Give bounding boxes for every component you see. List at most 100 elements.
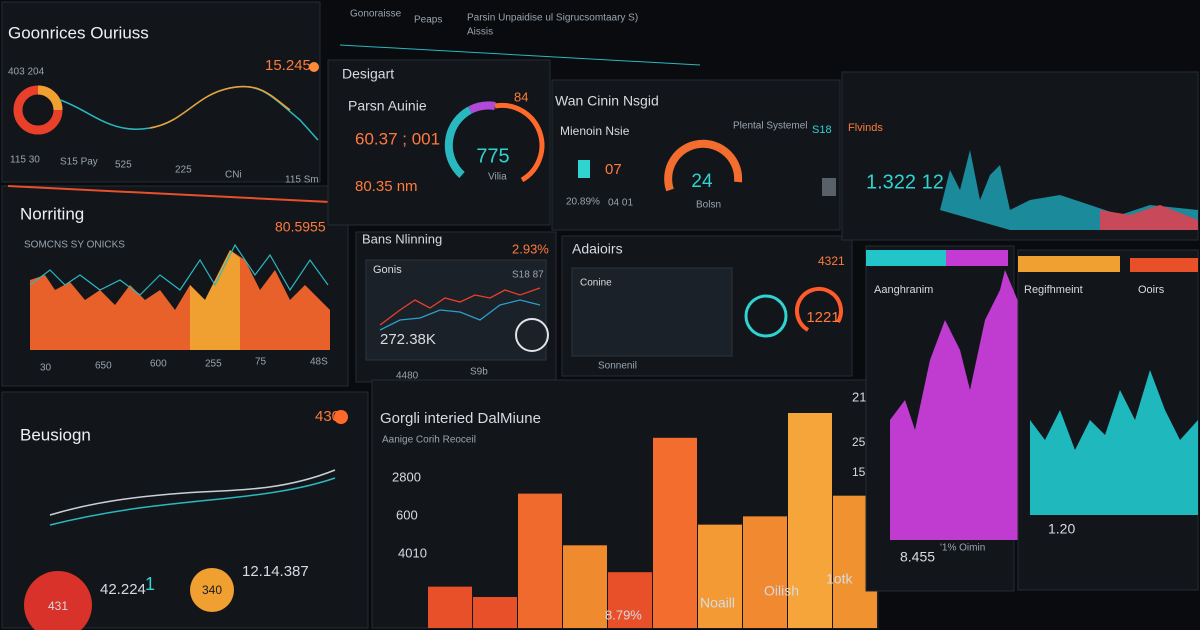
panel-title: Flvinds xyxy=(848,122,883,134)
label: '1% Oimin xyxy=(940,543,985,554)
bar xyxy=(563,545,607,628)
gauge-arc xyxy=(494,102,545,183)
gauge-arc xyxy=(664,139,743,192)
tab[interactable]: Peaps xyxy=(414,15,442,26)
area xyxy=(890,270,1030,540)
subtitle: Aanige Corih Reoceil xyxy=(382,435,476,446)
x-label: CNi xyxy=(225,170,242,181)
bar xyxy=(518,493,562,628)
header-bar xyxy=(866,250,946,266)
bar-group xyxy=(428,413,877,628)
badge-value: 431 xyxy=(48,599,68,613)
pct: 04 01 xyxy=(608,198,633,209)
bar xyxy=(473,596,517,628)
area xyxy=(1030,370,1198,515)
x-label: S9b xyxy=(470,367,488,378)
area xyxy=(940,150,1198,230)
bar xyxy=(698,524,742,628)
line xyxy=(49,477,336,526)
x-label: 4480 xyxy=(396,371,419,382)
subtitle: SOMCNS SY ONICKS xyxy=(24,240,125,251)
metric: 60.37 ; 001 xyxy=(355,129,440,148)
x-label: 650 xyxy=(95,361,112,372)
header-bar xyxy=(1130,258,1198,272)
gauge-value: 24 xyxy=(691,171,713,192)
y-label: 4010 xyxy=(398,545,427,560)
heading: Parsin Unpaidise ul Sigrucsomtaary S) xyxy=(467,13,638,24)
value: 430 xyxy=(315,408,340,425)
line xyxy=(379,287,541,326)
figure: 42.224 xyxy=(100,581,146,598)
gauge-value: 1221 xyxy=(806,309,839,326)
panel xyxy=(1017,249,1199,591)
panel-title: Gorgli interied DalMiune xyxy=(380,410,541,427)
figure: 1 xyxy=(145,574,155,594)
panel-title: Aanghranim xyxy=(874,284,933,296)
y-label: 2800 xyxy=(392,469,421,484)
gauge-arc xyxy=(794,286,843,332)
indicator xyxy=(578,160,590,178)
value: 1.322 12 xyxy=(866,171,944,193)
metric: 80.35 nm xyxy=(355,178,418,195)
x-label: 525 xyxy=(115,160,132,171)
panel-title: Adaioirs xyxy=(572,241,623,257)
value: 4321 xyxy=(818,254,845,268)
line xyxy=(149,85,291,129)
x-label: 225 xyxy=(175,165,192,176)
divider xyxy=(339,44,701,66)
tab[interactable]: Gonoraisse xyxy=(350,9,402,20)
y-label: 600 xyxy=(396,507,418,522)
small: S18 87 xyxy=(512,270,544,281)
x-label: 48S xyxy=(310,357,328,368)
value: 8.455 xyxy=(900,549,935,565)
accent xyxy=(7,185,331,203)
x-label: 115 30 xyxy=(10,155,40,166)
label: Ooirs xyxy=(1138,284,1165,296)
inner-panel xyxy=(365,259,547,361)
panel-title: Regifhmeint xyxy=(1024,284,1083,296)
panel xyxy=(1,1,321,183)
figure: 12.14.387 xyxy=(242,563,309,580)
toggle[interactable] xyxy=(822,178,836,196)
bar xyxy=(653,437,697,628)
badge-value: 340 xyxy=(202,583,222,597)
x-label: 255 xyxy=(205,359,222,370)
x-label: 1otk xyxy=(826,571,853,587)
panel-title: Norriting xyxy=(20,204,84,223)
gauge-label: Bolsn xyxy=(696,200,721,211)
badge xyxy=(190,568,234,612)
gauge-arc xyxy=(444,106,473,178)
x-label: 30 xyxy=(40,363,52,374)
big-value: 272.38K xyxy=(380,331,436,348)
pct: 20.89% xyxy=(566,197,600,208)
value: 1.20 xyxy=(1048,521,1075,537)
panel xyxy=(551,79,841,231)
x-label: 8.79% xyxy=(605,607,642,622)
side-title: Plental Systemel xyxy=(733,121,807,132)
area xyxy=(30,250,330,350)
foot: Sonnenil xyxy=(598,361,637,372)
gauge xyxy=(515,318,549,352)
donut-segment xyxy=(37,85,63,111)
dot xyxy=(334,410,348,424)
gauge-arc xyxy=(468,101,496,114)
side-value: S18 xyxy=(812,124,832,136)
value: 15.245 xyxy=(265,57,311,74)
header-bar xyxy=(1018,256,1120,272)
inner-title: Gonis xyxy=(373,264,402,276)
badge xyxy=(24,571,92,630)
bar xyxy=(428,586,472,628)
bar xyxy=(743,516,787,628)
subheading: Aissis xyxy=(467,27,493,38)
line xyxy=(379,299,541,331)
inner-panel xyxy=(571,267,733,357)
bar xyxy=(788,413,832,628)
panel-title: Wan Cinin Nsgid xyxy=(555,93,659,109)
x-label: 600 xyxy=(150,359,167,370)
panel-title: Bans Nlinning xyxy=(362,231,442,246)
x-label: 115 Sm xyxy=(285,175,319,186)
panel xyxy=(327,59,551,226)
panel-title: Goonrices Ouriuss xyxy=(8,23,149,42)
x-label: 75 xyxy=(255,357,267,368)
